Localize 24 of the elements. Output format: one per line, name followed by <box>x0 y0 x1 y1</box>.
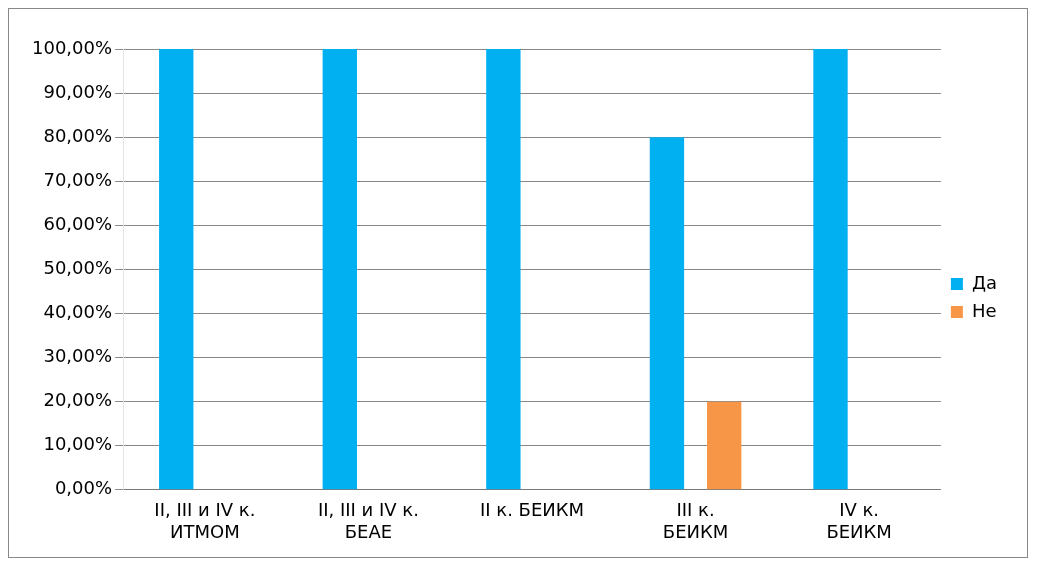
bar <box>649 137 685 490</box>
y-tick-label: 0,00% <box>54 477 113 499</box>
y-tick-label: 80,00% <box>43 124 113 146</box>
y-tick-label: 10,00% <box>43 433 113 455</box>
y-tick-label: 90,00% <box>43 80 113 102</box>
bar <box>486 49 521 490</box>
y-tick-label: 50,00% <box>43 257 113 279</box>
bar <box>159 49 194 490</box>
y-tick-label: 40,00% <box>43 301 113 323</box>
y-tick-label: 20,00% <box>43 389 113 411</box>
x-tick-label: II к. БЕИКМ <box>479 499 585 521</box>
y-tick-label: 60,00% <box>43 212 113 234</box>
x-tick-label: III к. БЕИКМ <box>662 499 729 542</box>
bar <box>322 49 357 490</box>
y-tick-label: 100,00% <box>31 36 113 58</box>
x-tick-label: II, III и IV к. ИТМОМ <box>154 499 256 542</box>
y-tick-label: 70,00% <box>43 168 113 190</box>
bar <box>707 401 742 490</box>
y-tick-label: 30,00% <box>43 345 113 367</box>
x-tick-label: IV к. БЕИКМ <box>826 499 892 542</box>
x-tick-label: II, III и IV к. БЕАЕ <box>317 499 419 542</box>
legend-label: Да <box>971 271 997 293</box>
bar <box>813 49 848 490</box>
legend-label: Не <box>971 299 997 321</box>
